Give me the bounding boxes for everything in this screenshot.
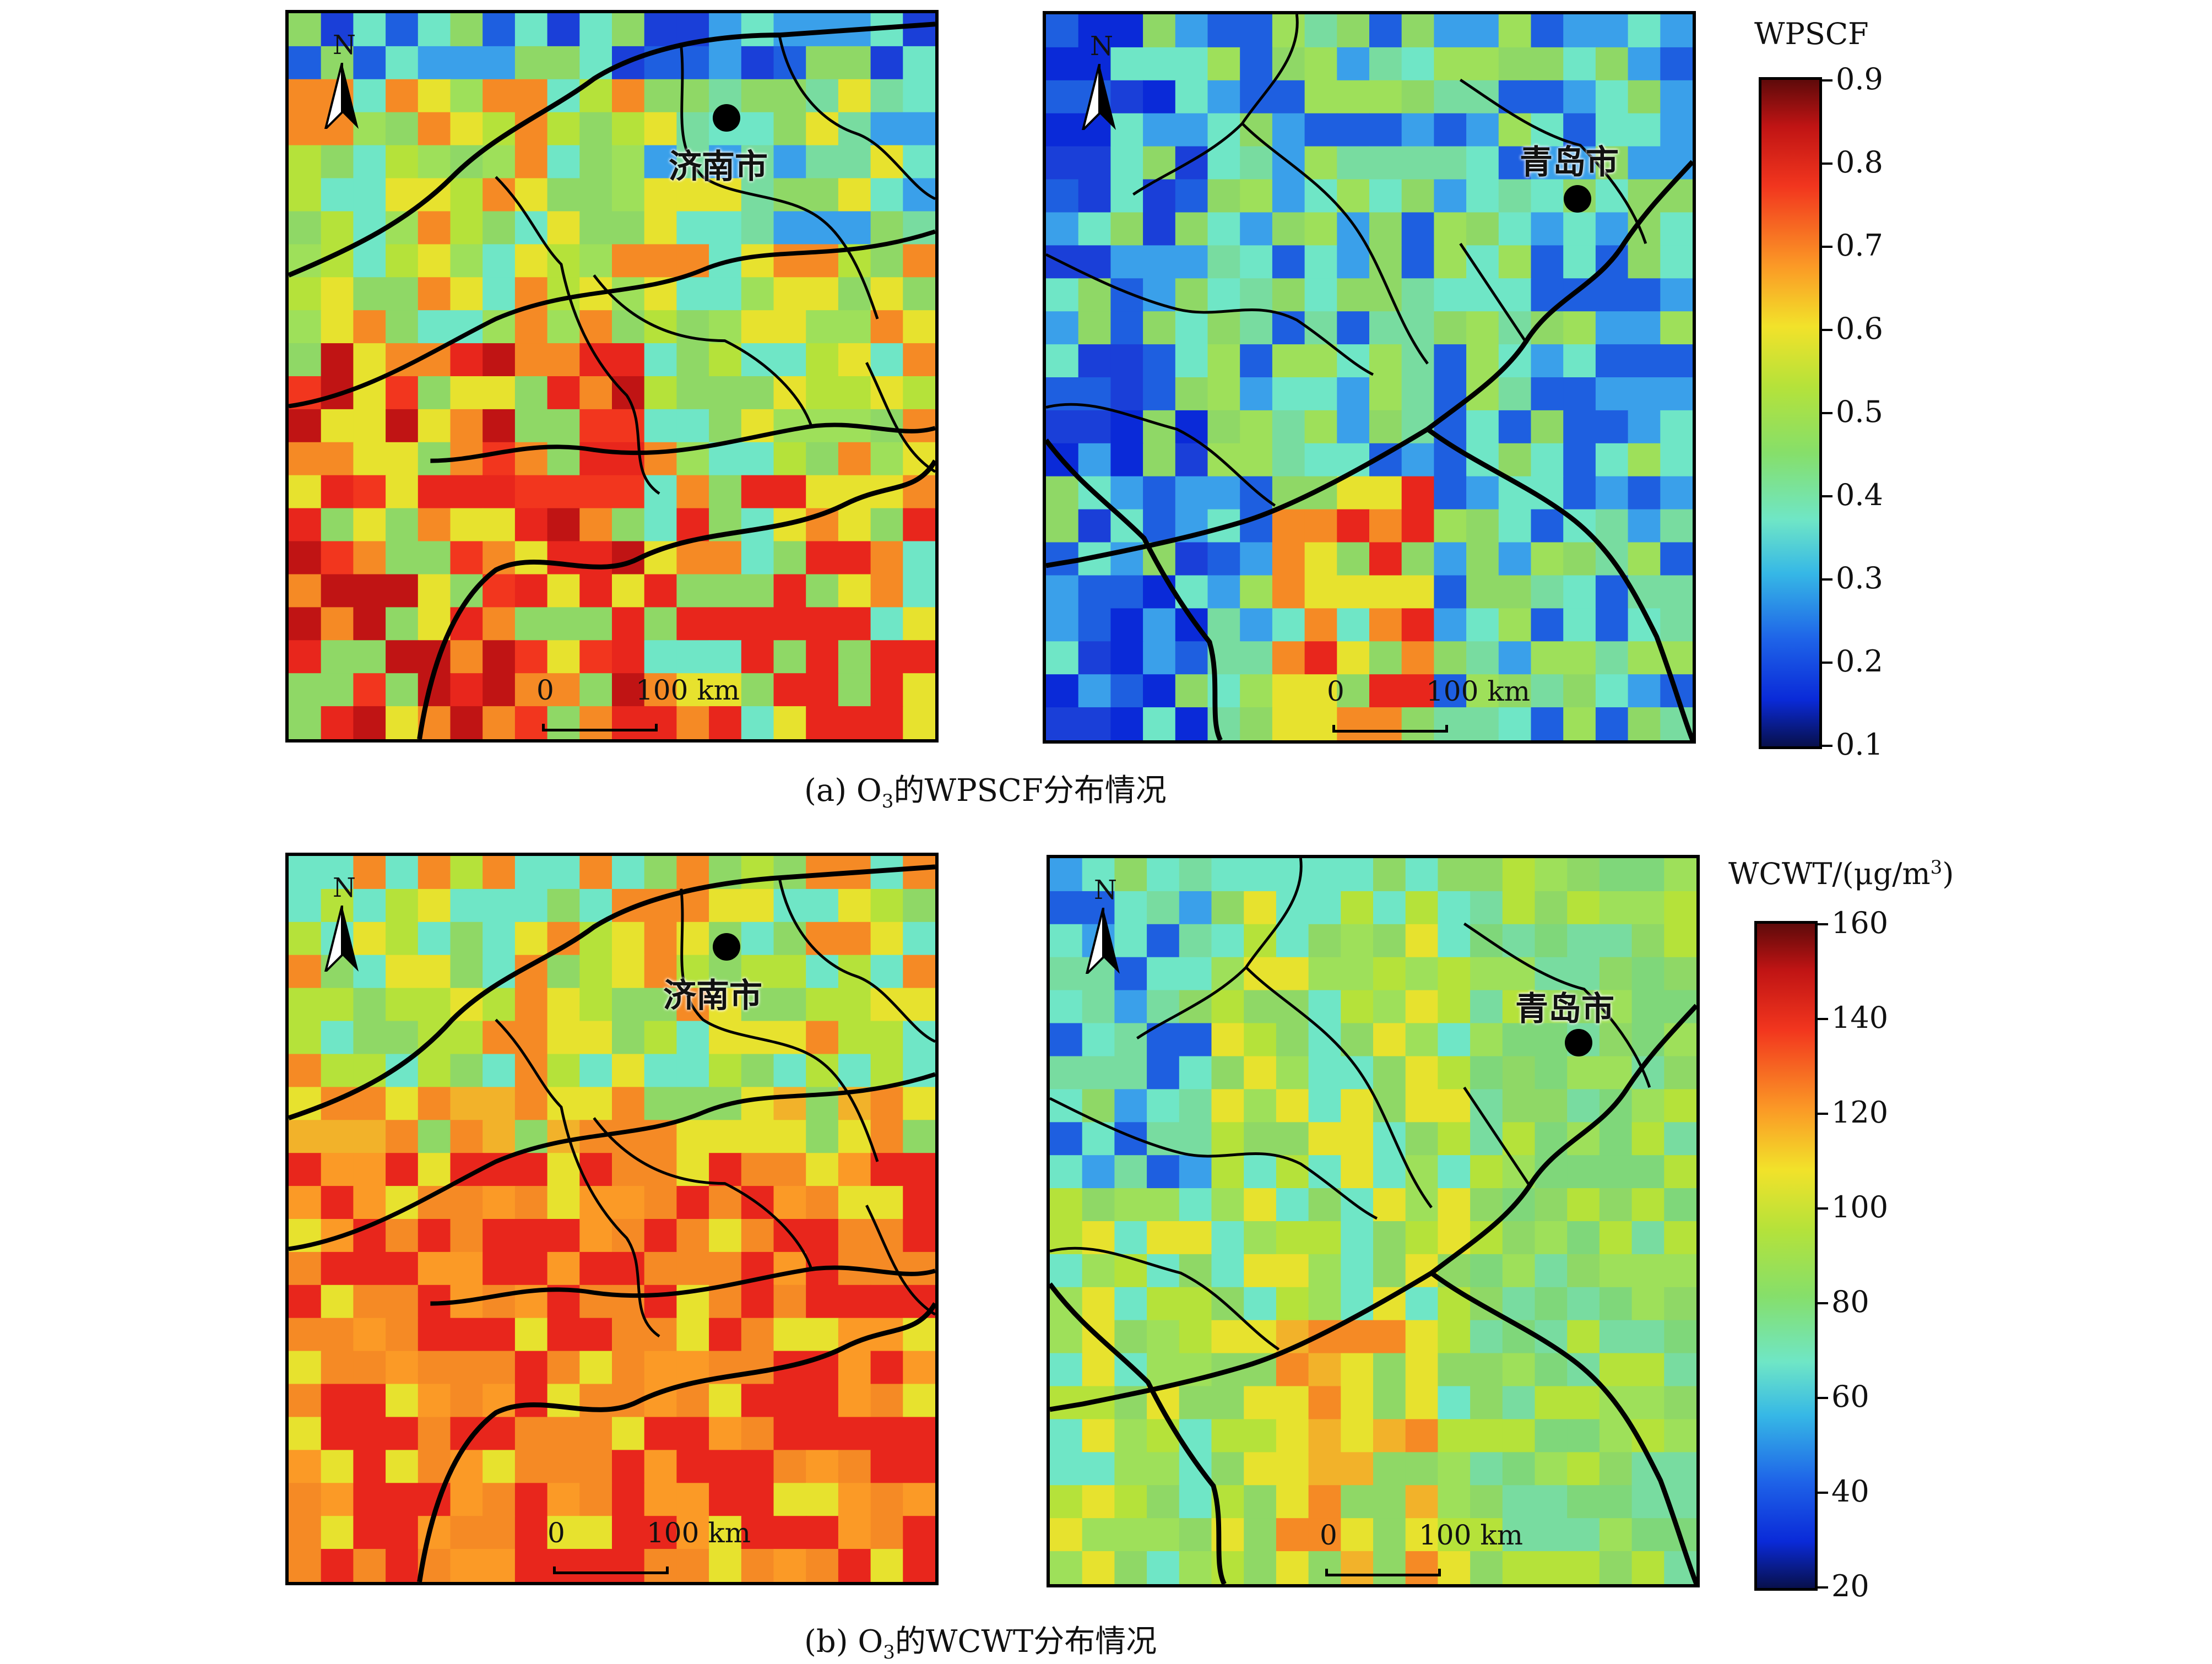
caption-a-sub: 3 <box>881 790 894 813</box>
caption-b-sub: 3 <box>883 1641 895 1664</box>
scale-end-label: 100 km <box>1419 1519 1524 1551</box>
colorbar-tick-mark <box>1816 1302 1828 1304</box>
colorbar-tick-label: 0.6 <box>1836 311 1883 346</box>
colorbar-tick-label: 20 <box>1831 1569 1869 1603</box>
scale-start-label: 0 <box>1320 1519 1337 1551</box>
colorbar-title-wcwt-suffix: ) <box>1942 857 1954 891</box>
grid-cells <box>289 13 935 739</box>
colorbar-tick-label: 0.7 <box>1836 228 1883 263</box>
city-label-qingdao: 青岛市 <box>1515 990 1614 1028</box>
colorbar-wcwt <box>1754 921 1818 1591</box>
colorbar-title-wpscf: WPSCF <box>1754 17 1869 51</box>
grid-cells <box>1050 858 1696 1584</box>
scale-bar-line <box>1325 1569 1441 1576</box>
scale-bar-line <box>1332 725 1448 733</box>
colorbar-tick-mark <box>1820 246 1833 248</box>
colorbar-tick-mark <box>1816 1113 1828 1115</box>
scale-end-label: 100 km <box>636 674 740 706</box>
caption-b-suffix: 的WCWT分布情况 <box>894 1624 1157 1660</box>
grid-cells <box>1046 14 1693 740</box>
colorbar-tick-mark <box>1820 578 1833 581</box>
colorbar-tick-label: 120 <box>1831 1095 1889 1130</box>
colorbar-tick-mark <box>1820 79 1833 82</box>
boundary-lines <box>1046 14 1693 740</box>
colorbar-title-wcwt-sup: 3 <box>1930 857 1943 879</box>
map-panel-b-qingdao: N 青岛市 0 100 km <box>1047 855 1700 1587</box>
colorbar-tick-mark <box>1816 1492 1828 1494</box>
caption-b: (b) O3的WCWT分布情况 <box>804 1617 1157 1663</box>
city-marker-jinan <box>713 104 740 132</box>
colorbar-tick-label: 0.1 <box>1836 727 1883 762</box>
city-marker-qingdao <box>1564 185 1591 213</box>
colorbar-title-wcwt-prefix: WCWT/(μg/m <box>1728 857 1931 891</box>
colorbar-tick-label: 160 <box>1831 906 1889 940</box>
colorbar-tick-mark <box>1820 662 1833 664</box>
north-arrow-icon <box>1085 908 1120 974</box>
caption-a-suffix: 的WPSCF分布情况 <box>893 773 1167 809</box>
colorbar-tick-label: 80 <box>1831 1284 1869 1319</box>
colorbar-tick-label: 0.3 <box>1836 561 1883 595</box>
north-arrow: N <box>1084 875 1128 985</box>
colorbar-tick-label: 100 <box>1831 1190 1889 1224</box>
colorbar-tick-label: 0.5 <box>1836 394 1883 429</box>
city-marker-qingdao <box>1565 1029 1592 1056</box>
boundary-lines <box>289 864 935 1582</box>
colorbar-tick-label: 140 <box>1831 1000 1889 1035</box>
scale-bar-line <box>542 724 658 731</box>
north-label: N <box>333 30 356 61</box>
colorbar-tick-label: 0.8 <box>1836 145 1883 180</box>
caption-b-prefix: (b) O <box>804 1624 883 1660</box>
colorbar-tick-mark <box>1820 745 1833 747</box>
colorbar-tick-label: 60 <box>1831 1379 1869 1414</box>
city-label-jinan: 济南市 <box>669 148 768 186</box>
colorbar-tick-label: 0.9 <box>1836 62 1883 96</box>
city-label-qingdao: 青岛市 <box>1520 143 1619 182</box>
colorbar-tick-mark <box>1820 495 1833 497</box>
boundary-lines <box>289 21 935 739</box>
scale-bar: 0 100 km <box>1320 1519 1523 1580</box>
scale-end-label: 100 km <box>1426 675 1531 707</box>
map-panel-a-qingdao: N 青岛市 0 100 km <box>1043 11 1696 744</box>
north-arrow-icon <box>324 63 359 129</box>
scale-bar: 0 100 km <box>1327 675 1530 736</box>
north-arrow-icon <box>1081 64 1116 130</box>
colorbar-tick-label: 0.2 <box>1836 644 1883 679</box>
colorbar-title-wcwt: WCWT/(μg/m3) <box>1728 857 1954 891</box>
map-panel-b-jinan: N 济南市 0 100 km <box>285 853 939 1585</box>
city-label-jinan: 济南市 <box>663 977 762 1015</box>
colorbar-tick-label: 0.4 <box>1836 478 1883 512</box>
caption-a: (a) O3的WPSCF分布情况 <box>804 766 1167 812</box>
scale-start-label: 0 <box>1327 675 1344 707</box>
north-arrow: N <box>1080 31 1124 141</box>
north-label: N <box>333 872 356 903</box>
colorbar-tick-mark <box>1820 412 1833 414</box>
colorbar-tick-mark <box>1816 1397 1828 1399</box>
colorbar-tick-mark <box>1816 1586 1828 1589</box>
colorbar-tick-mark <box>1816 923 1828 925</box>
scale-end-label: 100 km <box>647 1517 751 1549</box>
north-arrow-icon <box>324 906 359 972</box>
colorbar-tick-mark <box>1820 329 1833 331</box>
scale-bar: 0 100 km <box>536 674 740 735</box>
scale-start-label: 0 <box>547 1517 565 1549</box>
city-marker-jinan <box>713 933 740 961</box>
scale-start-label: 0 <box>536 674 554 706</box>
north-label: N <box>1094 875 1117 906</box>
colorbar-tick-label: 40 <box>1831 1474 1869 1509</box>
north-label: N <box>1090 31 1113 62</box>
scale-bar-line <box>553 1567 669 1574</box>
scale-bar: 0 100 km <box>547 1517 751 1578</box>
boundary-lines <box>1050 858 1696 1584</box>
colorbar-tick-mark <box>1820 162 1833 165</box>
map-panel-a-jinan: N 济南市 0 100 km <box>285 10 939 742</box>
colorbar-wpscf <box>1759 77 1822 749</box>
colorbar-tick-mark <box>1816 1018 1828 1020</box>
north-arrow: N <box>323 872 367 983</box>
colorbar-tick-mark <box>1816 1207 1828 1210</box>
north-arrow: N <box>323 30 367 140</box>
caption-a-prefix: (a) O <box>804 773 882 809</box>
